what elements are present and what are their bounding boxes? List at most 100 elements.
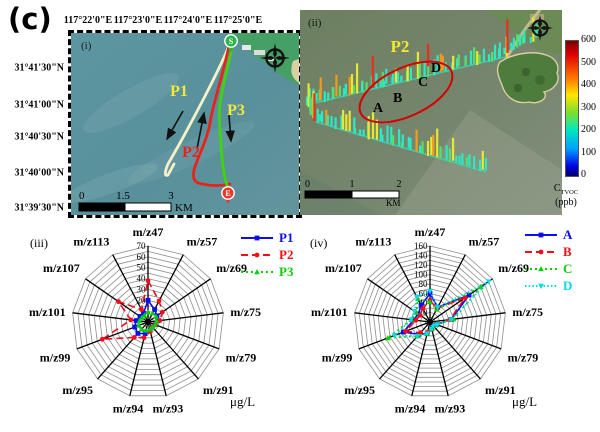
radar-grid-ring — [358, 250, 502, 392]
legend-item-C: C — [524, 260, 572, 277]
legend-item-B: B — [524, 243, 572, 260]
colorbar-tick: 400 — [581, 79, 596, 90]
map-i-canvas: P1 P2 P3 (i) S E 0 1.5 3 KM — [71, 33, 299, 215]
radar-tick-label: 160 — [414, 241, 428, 251]
legend-item-D: D — [524, 277, 572, 294]
headland — [496, 52, 559, 104]
radar-iii-legend: P1 P2 P3 — [240, 229, 293, 280]
scale-tick: 1.5 — [116, 190, 130, 202]
radar-axis-label: m/z107 — [325, 261, 362, 275]
radar-axis-label: m/z95 — [344, 383, 375, 397]
radar-axis — [429, 321, 481, 380]
legend-line-sample — [241, 268, 273, 274]
radar-chart-iii: m/z47 m/z57 m/z69 m/z75 m/z79 m/z91 m/z93 m/z94… — [29, 225, 261, 416]
radar-axis-label: m/z93 — [153, 402, 184, 416]
legend-item-P1: P1 — [240, 229, 293, 246]
radar-grid-ring — [363, 255, 497, 388]
colorbar-unit: (ppb) — [555, 197, 577, 208]
radar-axis-label: m/z94 — [113, 402, 144, 416]
scale-tick: 2 — [397, 179, 402, 190]
legend-item-P3: P3 — [240, 263, 293, 280]
latitude-label: 31°41'00"N — [14, 99, 64, 111]
legend-line-sample — [525, 283, 557, 289]
scale-bar — [304, 190, 353, 199]
radar-axis — [147, 321, 199, 380]
radar-grid-ring — [93, 267, 203, 376]
legend-line-sample — [241, 235, 273, 240]
map-ii-canvas: P2 A B C D (ii) 0 1 2 KM — [300, 10, 562, 215]
radar-axis — [394, 254, 431, 323]
radar-axis-label: m/z91 — [203, 383, 234, 397]
longitude-label: 117°22'0"E — [63, 15, 113, 26]
radar-grid-ring — [125, 299, 171, 344]
colorbar-tick: 0 — [581, 169, 586, 180]
panel-label-i: (i) — [81, 40, 92, 52]
radar-tick-label: 140 — [414, 251, 428, 261]
scale-tick: 0 — [305, 179, 310, 190]
highlight-ellipse — [358, 60, 454, 124]
colorbar-tick: 600 — [581, 34, 596, 45]
latitude-label: 31°39'30"N — [14, 202, 64, 214]
radar-grid-ring — [405, 297, 455, 346]
path-p1 — [163, 41, 232, 177]
scale-tick: 0 — [79, 190, 85, 202]
panel-label-iv: (iv) — [310, 236, 328, 250]
colorbar-quantity: CTVOC — [553, 183, 579, 197]
colorbar-tick: 200 — [581, 124, 596, 135]
radar-iv-unit: μg/L — [512, 394, 538, 409]
radar-axis — [429, 312, 506, 323]
radar-axis — [147, 321, 167, 396]
radar-axis-label: m/z75 — [230, 305, 261, 319]
radar-chart-iv: m/z47 m/z57 m/z69 m/z75 m/z79 m/z91 m/z93 m/z94… — [311, 225, 543, 416]
legend-label: A — [563, 226, 573, 242]
point-label-d: D — [431, 61, 441, 76]
radar-axis-label: m/z75 — [512, 305, 543, 319]
legend-label: D — [563, 277, 573, 293]
label-p2-region: P2 — [391, 37, 410, 56]
radar-axis-label: m/z57 — [469, 235, 500, 249]
label-p1: P1 — [170, 83, 188, 100]
legend-line-sample — [525, 232, 557, 237]
radar-axis-label: m/z69 — [498, 261, 529, 275]
legend-item-P2: P2 — [240, 246, 293, 263]
arrow-p2 — [196, 111, 207, 150]
radar-axis-label: m/z94 — [395, 402, 426, 416]
radar-axis-label: m/z95 — [62, 383, 93, 397]
legend-label: P2 — [279, 246, 294, 262]
path-p3 — [218, 41, 235, 190]
legend-label: C — [563, 260, 573, 276]
colorbar-tick: 500 — [581, 56, 596, 68]
radar-grid-ring — [115, 288, 181, 355]
radar-tick-label: 60 — [137, 252, 147, 262]
start-pin — [224, 34, 238, 48]
end-pin-label: E — [225, 189, 230, 198]
colorbar-label: CTVOC (ppb) — [544, 184, 588, 208]
radar-grid-ring — [401, 293, 459, 351]
radar-axis-label: m/z93 — [435, 402, 466, 416]
legend-line-sample — [525, 249, 557, 254]
radar-grid-ring — [377, 269, 483, 374]
radar-axis-label: m/z91 — [485, 383, 516, 397]
radar-grid-ring — [88, 261, 208, 381]
longitude-label: 117°23'0"E — [113, 15, 163, 26]
radar-axis-label: m/z99 — [322, 350, 353, 364]
scale-tick: 1 — [350, 179, 355, 190]
radar-axis-label: m/z47 — [133, 225, 164, 239]
scale-bar — [351, 190, 400, 199]
point-label-a: A — [373, 101, 384, 116]
point-label-c: C — [418, 75, 428, 90]
radar-grid-ring — [372, 264, 488, 378]
legend-line-sample — [525, 265, 557, 271]
radar-tick-label: 70 — [137, 241, 147, 251]
radar-axis-label: m/z69 — [216, 261, 247, 275]
radar-grid-ring — [77, 250, 219, 391]
radar-axis — [429, 321, 449, 396]
radar-axis-label: m/z107 — [43, 261, 80, 275]
latitude-label: 31°40'30"N — [14, 131, 64, 143]
start-pin-label: S — [229, 37, 234, 46]
radar-grid-ring — [396, 288, 464, 355]
legend-item-A: A — [524, 226, 572, 243]
longitude-label: 117°24'0"E — [163, 15, 213, 26]
radar-grid-ring — [109, 283, 187, 360]
